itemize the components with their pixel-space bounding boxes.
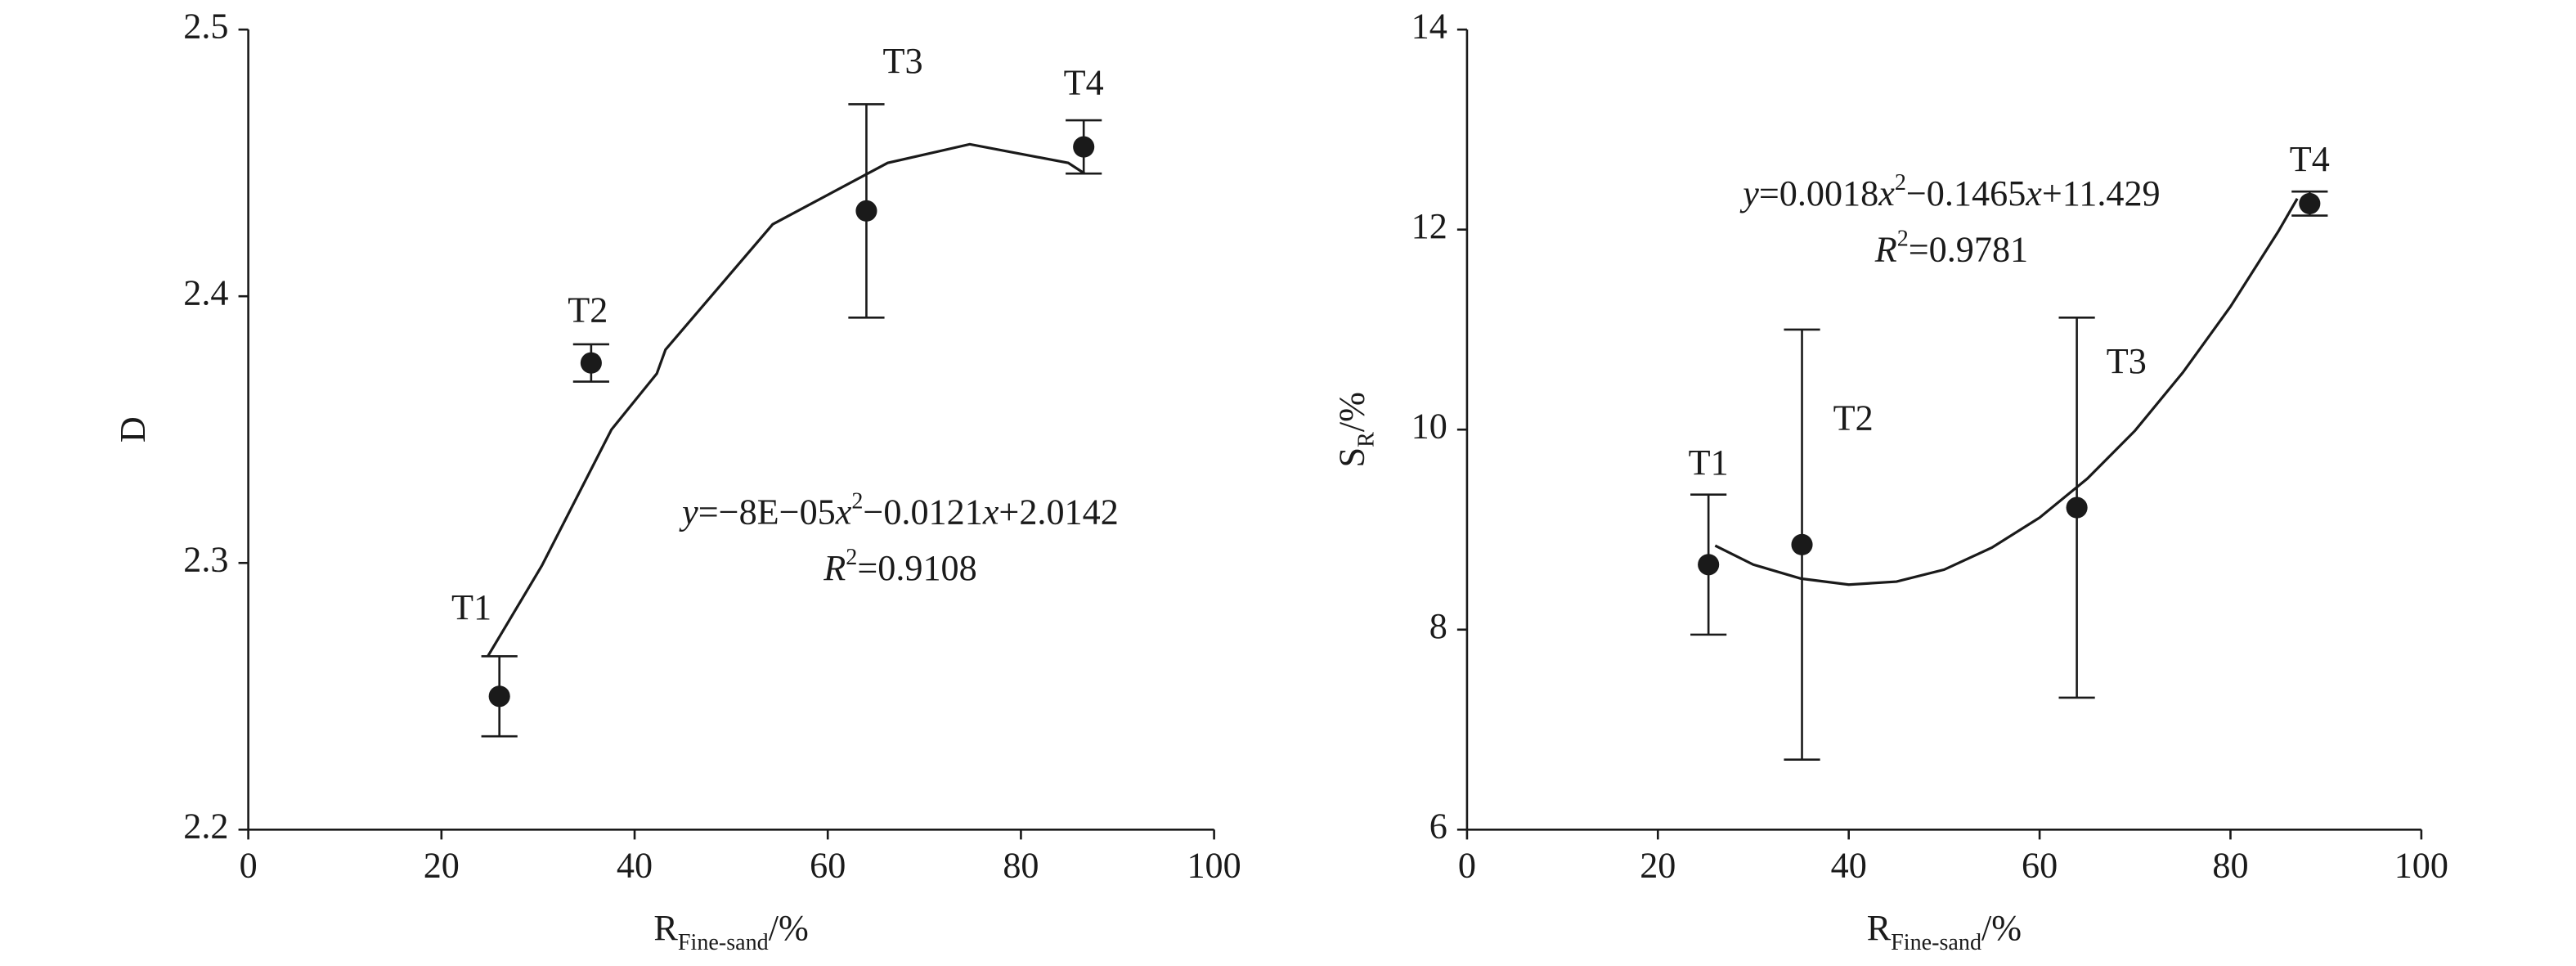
- text-part: x: [835, 492, 852, 532]
- text-part: y: [1739, 173, 1759, 213]
- fit-equation: R2=0.9108: [823, 545, 976, 588]
- x-tick-label: 100: [2394, 846, 2448, 886]
- point-label: T2: [568, 290, 608, 330]
- data-point: [1698, 554, 1720, 576]
- text-part: =0.9781: [1909, 229, 2028, 269]
- x-tick-label: 0: [1458, 846, 1476, 886]
- point-label: T3: [883, 41, 923, 81]
- text-part: Fine-sand: [678, 930, 769, 955]
- fit-equation: y=−8E−05x2−0.0121x+2.0142: [679, 489, 1119, 532]
- x-tick-label: 40: [617, 846, 653, 886]
- text-part: −0.1465: [1906, 173, 2026, 213]
- text-part: +2.0142: [999, 492, 1118, 532]
- y-axis-label: SR/%: [1331, 392, 1379, 467]
- text-part: x: [1878, 173, 1895, 213]
- text-part: 2: [1897, 226, 1909, 251]
- x-axis-label: RFine-sand/%: [1867, 908, 2022, 955]
- text-part: 2: [846, 545, 857, 570]
- y-tick-label: 6: [1429, 806, 1447, 846]
- text-part: =0.0018: [1759, 173, 1878, 213]
- fit-curve: [487, 142, 1086, 658]
- data-point: [580, 352, 602, 374]
- x-tick-label: 20: [424, 846, 460, 886]
- text-part: /%: [769, 908, 809, 948]
- x-tick-label: 60: [810, 846, 846, 886]
- text-part: Fine-sand: [1891, 930, 1981, 955]
- text-part: +11.429: [2042, 173, 2161, 213]
- data-point: [488, 685, 510, 708]
- x-tick-label: 60: [2022, 846, 2058, 886]
- point-label: T1: [451, 587, 491, 627]
- point-label: T1: [1689, 443, 1729, 483]
- fit-curve: [1714, 197, 2299, 586]
- y-axis-label: D: [113, 416, 153, 443]
- y-tick-label: 14: [1411, 6, 1447, 46]
- point-label: T4: [2290, 139, 2330, 179]
- y-tick-label: 2.2: [183, 806, 228, 846]
- x-tick-label: 80: [1003, 846, 1039, 886]
- data-point: [2066, 496, 2088, 519]
- x-axis-label: RFine-sand/%: [653, 908, 808, 955]
- point-label: T3: [2107, 341, 2147, 381]
- text-part: R: [1867, 908, 1892, 948]
- x-tick-label: 80: [2212, 846, 2248, 886]
- x-tick-label: 40: [1831, 846, 1867, 886]
- x-tick-label: 100: [1187, 846, 1241, 886]
- point-label: T2: [1833, 398, 1874, 438]
- y-tick-label: 2.3: [183, 539, 228, 579]
- y-tick-label: 10: [1411, 406, 1447, 446]
- data-point: [2299, 192, 2321, 214]
- y-tick-label: 2.4: [183, 272, 228, 312]
- text-part: −0.0121: [863, 492, 982, 532]
- y-tick-label: 12: [1411, 206, 1447, 246]
- data-point: [1073, 136, 1095, 158]
- fit-equation: R2=0.9781: [1874, 226, 2028, 269]
- x-tick-label: 0: [240, 846, 258, 886]
- text-part: =0.9108: [857, 548, 976, 588]
- text-part: R: [1353, 432, 1379, 447]
- text-part: S: [1331, 447, 1371, 468]
- text-part: /%: [1981, 908, 2022, 948]
- point-label: T4: [1064, 62, 1104, 102]
- text-part: x: [2025, 173, 2042, 213]
- text-part: R: [1874, 229, 1897, 269]
- text-part: D: [113, 416, 153, 443]
- text-part: =−8E−05: [698, 492, 836, 532]
- text-part: 2: [851, 489, 863, 514]
- text-part: R: [823, 548, 846, 588]
- text-part: y: [679, 492, 698, 532]
- data-point: [1791, 533, 1813, 555]
- x-tick-label: 20: [1640, 846, 1676, 886]
- y-tick-label: 2.5: [183, 6, 228, 46]
- y-tick-label: 8: [1429, 606, 1447, 646]
- text-part: R: [653, 908, 678, 948]
- fit-equation: y=0.0018x2−0.1465x+11.429: [1739, 170, 2160, 213]
- text-part: 2: [1895, 170, 1906, 195]
- data-point: [855, 200, 877, 222]
- text-part: x: [982, 492, 999, 532]
- text-part: /%: [1331, 392, 1371, 432]
